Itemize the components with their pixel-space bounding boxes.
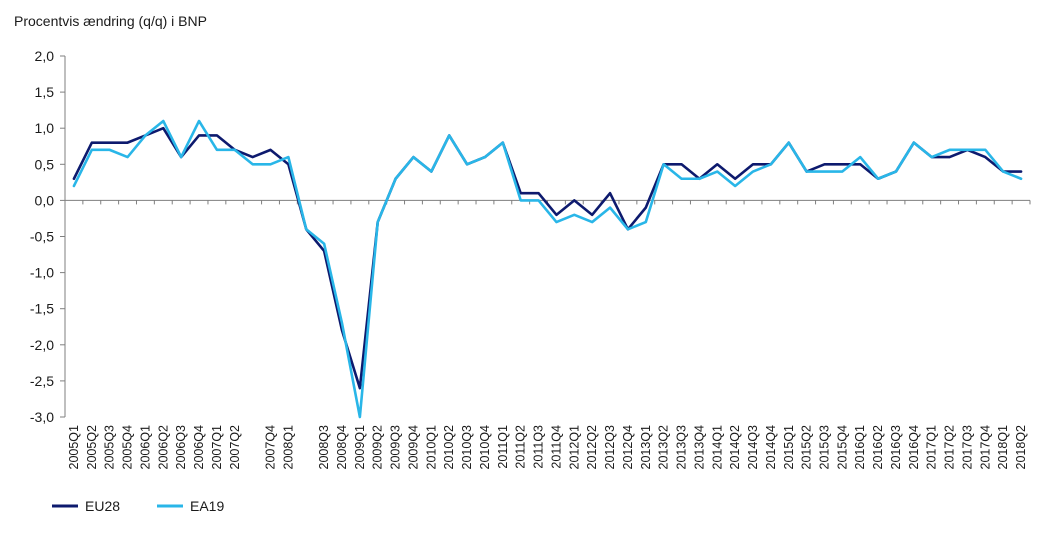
x-tick-label: 2017Q1 [925,425,939,470]
x-tick-label: 2014Q2 [728,425,742,470]
x-tick-label: 2007Q4 [264,425,278,470]
y-tick-label: 1,0 [35,120,55,136]
x-tick-label: 2006Q4 [192,425,206,470]
axes: 2,0 1,5 1,0 0,5 0,0 -0,5 -1,0 -1,5 -2,0 -2,5 -3,0 2… [30,48,1031,470]
x-tick-label: 2012Q3 [603,425,617,470]
x-tick-label: 2010Q1 [424,425,438,470]
legend: EU28 EA19 [52,498,224,514]
y-tick-label: 0,5 [35,156,55,172]
x-tick-label: 2007Q1 [210,425,224,470]
legend-label-ea19: EA19 [190,498,224,514]
y-tick-label: 1,5 [35,84,55,100]
x-tick-label: 2015Q4 [835,425,849,470]
x-tick-label: 2008Q1 [281,425,295,470]
x-tick-label: 2005Q3 [103,425,117,470]
x-tick-label: 2005Q4 [121,425,135,470]
x-tick-label: 2010Q4 [478,425,492,470]
x-tick-label: 2010Q2 [442,425,456,470]
y-tick-label: 2,0 [35,48,55,64]
x-tick-label: 2009Q1 [353,425,367,470]
y-tick-label: -1,0 [30,265,54,281]
x-tick-label: 2012Q4 [621,425,635,470]
y-tick-label: -2,0 [30,337,54,353]
x-tick-label: 2010Q3 [460,425,474,470]
x-tick-label: 2016Q4 [907,425,921,470]
x-tick-label: 2015Q1 [782,425,796,470]
x-tick-label: 2014Q3 [746,425,760,470]
series-line-eu28 [72,126,1023,390]
y-tick-label: -0,5 [30,229,54,245]
x-tick-label: 2017Q2 [943,425,957,470]
x-tick-label: 2005Q2 [85,425,99,470]
y-tick-label: -2,5 [30,373,54,389]
x-tick-label: 2013Q1 [639,425,653,470]
x-tick-label: 2014Q4 [764,425,778,470]
x-tick-label: 2013Q2 [657,425,671,470]
x-tick-label: 2011Q2 [514,425,528,469]
y-tick-label: -3,0 [30,409,54,425]
series-line-ea19 [72,119,1023,419]
series-lines [72,119,1023,419]
x-tick-label: 2006Q2 [156,425,170,470]
x-tick-label: 2011Q1 [496,425,510,469]
y-tick-label: -1,5 [30,301,54,317]
x-tick-label: 2006Q1 [138,425,152,470]
x-tick-label: 2016Q2 [871,425,885,470]
x-tick-label: 2015Q2 [800,425,814,470]
x-tick-label: 2009Q3 [389,425,403,470]
x-tick-label: 2015Q3 [817,425,831,470]
x-tick-label: 2014Q1 [710,425,724,470]
x-tick-label: 2007Q2 [228,425,242,470]
x-tick-label: 2012Q1 [567,425,581,470]
x-tick-label: 2006Q3 [174,425,188,470]
y-axis-title: Procentvis ændring (q/q) i BNP [14,13,207,29]
x-tick-label: 2011Q3 [532,425,546,469]
x-tick-label: 2017Q4 [978,425,992,470]
x-tick-label: 2009Q2 [371,425,385,470]
x-tick-label: 2011Q4 [549,425,563,469]
x-tick-label: 2013Q3 [675,425,689,470]
x-tick-label: 2016Q3 [889,425,903,470]
x-tick-label: 2005Q1 [67,425,81,470]
x-tick-label: 2018Q2 [1014,425,1028,470]
x-tick-label: 2008Q4 [335,425,349,470]
x-tick-label: 2018Q1 [996,425,1010,470]
x-tick-label: 2008Q3 [317,425,331,470]
x-tick-label: 2009Q4 [406,425,420,470]
y-tick-label: 0,0 [35,192,55,208]
x-tick-label: 2017Q3 [960,425,974,470]
x-tick-label: 2013Q4 [692,425,706,470]
x-tick-label: 2012Q2 [585,425,599,470]
x-tick-label: 2016Q1 [853,425,867,470]
legend-label-eu28: EU28 [85,498,120,514]
